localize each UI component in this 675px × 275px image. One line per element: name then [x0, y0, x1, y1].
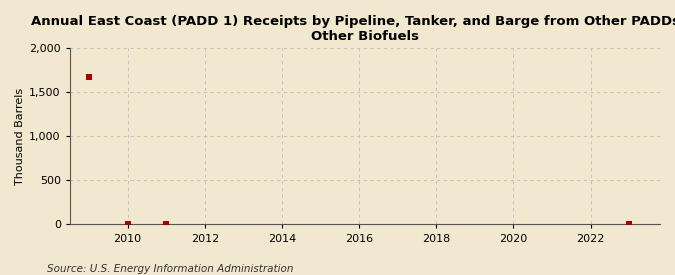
Point — [161, 222, 171, 226]
Y-axis label: Thousand Barrels: Thousand Barrels — [15, 88, 25, 185]
Title: Annual East Coast (PADD 1) Receipts by Pipeline, Tanker, and Barge from Other PA: Annual East Coast (PADD 1) Receipts by P… — [30, 15, 675, 43]
Point — [624, 222, 634, 226]
Point — [84, 75, 95, 79]
Point — [122, 222, 133, 226]
Text: Source: U.S. Energy Information Administration: Source: U.S. Energy Information Administ… — [47, 264, 294, 274]
